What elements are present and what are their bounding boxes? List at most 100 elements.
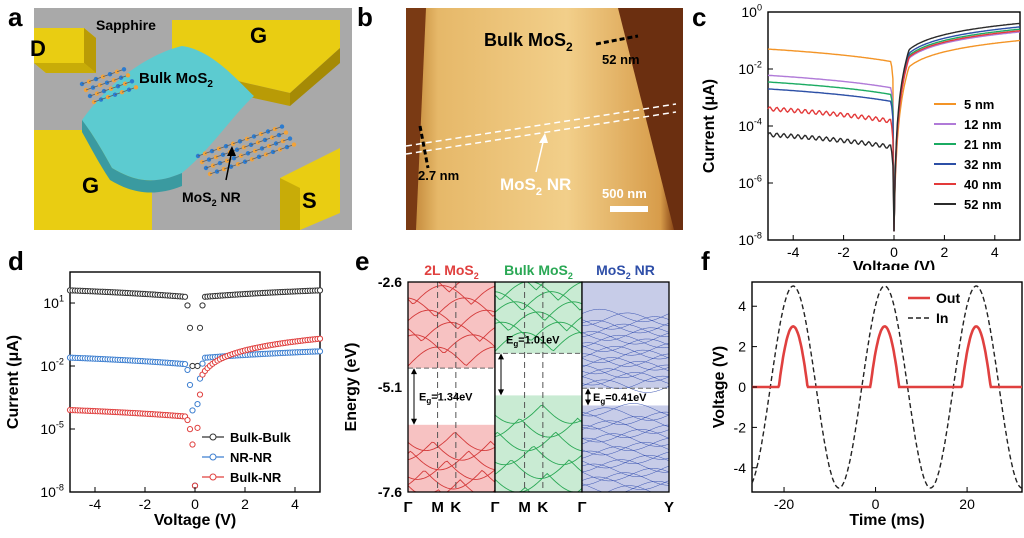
legend-label-6: 52 nm [964,197,1002,212]
x-tick-label: -4 [787,244,800,260]
x-tick-label: 4 [291,496,299,512]
lattice-atom [283,130,289,135]
band-line [581,437,670,451]
subpanel-title-2: Bulk MoS2 [504,262,573,281]
y-tick-label: 10-5 [40,420,64,437]
nanoribbon-left [79,67,139,105]
data-point-2 [184,366,191,374]
nr-edge-2 [406,111,677,155]
panel-letter-d: d [8,246,24,276]
lattice-atom [105,94,111,100]
lattice-atom [100,74,106,79]
data-point-3 [189,441,196,448]
afm-nr-label: MoS2 NR [500,175,571,198]
x-tick-label: 0 [191,496,199,512]
band-line [581,327,670,341]
k-path-label: Γ [403,499,412,516]
y-tick-label: 101 [43,294,64,311]
band-line [494,459,583,479]
data-point-3 [194,424,201,431]
lattice-atom [97,82,103,88]
data-point-3 [196,391,204,398]
scale-bar [610,206,648,212]
band-line [581,455,670,469]
data-point-3 [316,335,324,342]
data-point-1 [189,362,196,370]
band-line [407,460,496,480]
gap-arrowhead-bottom [498,389,504,396]
band-line [581,403,670,417]
band-line [581,316,670,330]
band-line [581,472,670,486]
chart-d: -4 -2 0 2 4 101 10-2 10-5 10-8 Voltage (V) Current… [5,271,324,529]
band-line [581,463,670,477]
source-label: S [302,188,317,213]
legend-label-2: 12 nm [964,117,1002,132]
band-line [581,459,670,473]
band-line [581,346,670,360]
device-schematic: Sapphire D G G S Bulk MoS2 MoS2 NR [30,8,352,230]
band-line [494,417,583,438]
nr-thickness-marker [418,125,430,169]
chart-e: 2L MoS2 Eg=1.34eV Bulk MoS2 Eg=1.01eV MoS2 N… [343,262,674,516]
y-tick-label: 10-6 [738,174,762,191]
plot-frame [69,271,321,493]
band-line [581,424,669,438]
panel-letter-b: b [357,2,373,32]
band-line [494,301,583,321]
y-axis-label: Current (μA) [5,335,22,429]
data-point-3 [186,426,194,433]
nr-label: MoS2 NR [182,189,241,208]
afm-image: Bulk MoS2 52 nm 2.7 nm MoS2 NR 500 nm [406,8,683,230]
lattice-atom [121,67,127,72]
bulk-thickness-marker [595,34,639,46]
series-in-line [751,285,1023,489]
afm-bulk-label: Bulk MoS2 [484,30,573,54]
band-line [581,429,670,443]
band-line [581,361,670,375]
band-line [581,331,670,345]
y-tick-label: -7.6 [378,484,402,500]
data-point-2 [189,407,196,414]
band-line [494,321,583,341]
drain-electrode [34,28,96,73]
band-line [494,472,583,493]
band-line [494,291,583,311]
data-point-1 [194,362,201,370]
legend-label-1: Bulk-Bulk [230,430,291,445]
source-electrode [280,148,340,230]
band-line [581,353,670,367]
k-path-label: Γ [577,499,586,516]
k-path-label: Γ [490,499,499,516]
subpanel-title-1: 2L MoS2 [424,262,479,281]
y-axis-label: Energy (eV) [343,343,360,432]
nr-edge-1 [406,103,677,147]
lattice-atom [93,76,99,82]
k-path-label: Y [664,499,674,516]
lattice-atom [112,92,118,97]
y-tick-label: 10-4 [738,117,762,134]
panel-letter-a: a [8,2,23,32]
lattice-atom [104,80,110,85]
legend-label-5: 40 nm [964,177,1002,192]
band-line [407,346,496,367]
legend-label-in: In [936,310,948,326]
legend-marker-1 [209,433,217,441]
scale-bar-label: 500 nm [602,186,647,201]
y-tick-label: 100 [741,3,762,20]
band-line [581,433,670,447]
gap-arrowhead-top [585,388,591,395]
legend-label-out: Out [936,290,960,306]
band-line [407,469,496,490]
lattice-atom [287,136,293,141]
data-point-1 [186,324,194,331]
gap-arrowhead-bottom [585,399,591,406]
x-tick-label: 2 [941,244,949,260]
y-tick-label: -2 [734,419,747,435]
data-point-1 [181,293,189,300]
gap-label-2: Eg=1.01eV [506,334,560,348]
band-gap-region-1 [408,368,495,425]
band-line [581,338,670,352]
nr-arrowhead [227,146,236,156]
band-line [581,420,670,434]
